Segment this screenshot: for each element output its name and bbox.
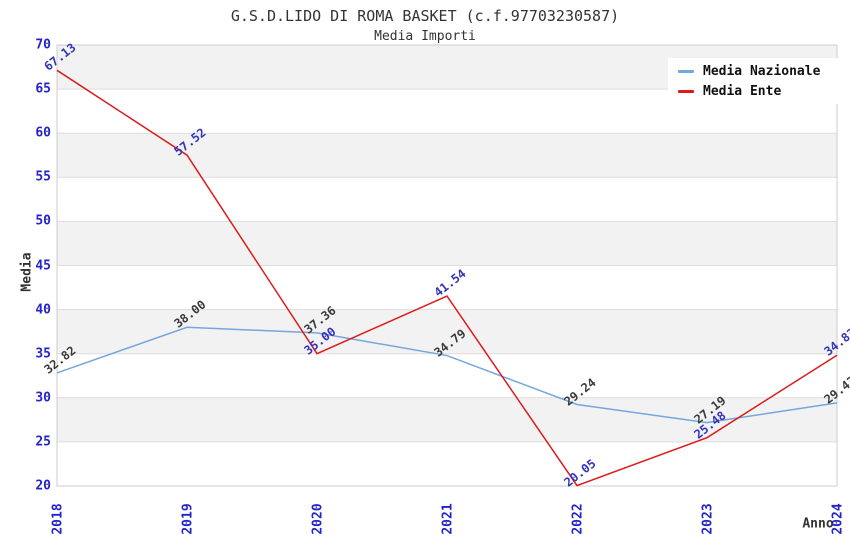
x-axis-title: Anno: [802, 516, 834, 532]
y-tick-label: 50: [35, 213, 51, 229]
chart-title: G.S.D.LIDO DI ROMA BASKET (c.f.977032305…: [230, 7, 620, 25]
legend-label-ente: Media Ente: [703, 83, 782, 99]
plot-border: [56, 44, 838, 487]
band-row: [57, 309, 837, 354]
y-tick-label: 30: [35, 390, 51, 406]
y-tick-label: 25: [35, 434, 51, 450]
series-line-nazionale: [56, 326, 838, 424]
y-tick-label: 65: [35, 81, 51, 97]
x-tick-label: 2018: [50, 503, 66, 535]
y-tick-label: 20: [35, 478, 51, 494]
y-tick-label: 40: [35, 302, 51, 318]
chart-subtitle: Media Importi: [374, 29, 476, 44]
y-tick-label: 45: [35, 258, 51, 273]
legend: Media Nazionale Media Ente: [668, 58, 843, 104]
band-row: [57, 221, 837, 266]
y-tick-label: 55: [35, 169, 51, 185]
band-row: [57, 397, 837, 442]
y-tick-label: 60: [35, 125, 51, 141]
x-tick-label: 2020: [310, 503, 326, 535]
y-tick-label: 70: [35, 37, 51, 53]
x-tick-label: 2023: [700, 503, 716, 535]
legend-item-media-nazionale: Media Nazionale: [678, 64, 843, 79]
legend-label-nazionale: Media Nazionale: [703, 63, 821, 79]
legend-swatch-ente-icon: [678, 89, 694, 93]
x-tick-label: 2022: [570, 503, 586, 535]
band-row: [57, 133, 837, 178]
legend-swatch-nazionale-icon: [678, 69, 694, 73]
series-line-ente: [56, 69, 838, 487]
y-axis-title: Media: [19, 252, 35, 292]
legend-item-media-ente: Media Ente: [678, 84, 843, 99]
x-tick-label: 2021: [440, 503, 456, 535]
y-tick-label: 35: [35, 346, 51, 362]
x-tick-label: 2019: [180, 503, 196, 535]
